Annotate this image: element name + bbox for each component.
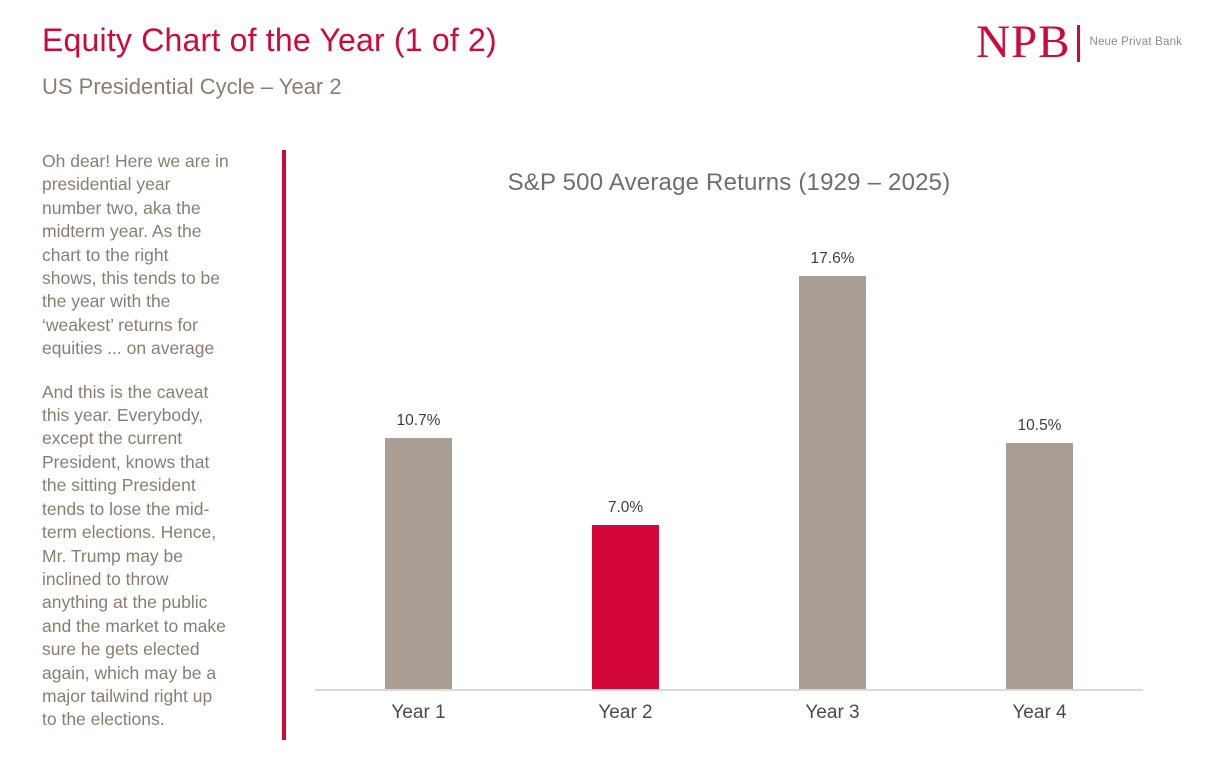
page-subtitle: US Presidential Cycle – Year 2: [42, 74, 342, 99]
logo-name: Neue Privat Bank: [1089, 36, 1183, 48]
bar-value-label-year1: 10.7%: [396, 412, 441, 429]
chart-title: S&P 500 Average Returns (1929 – 2025): [507, 169, 951, 196]
page-title: Equity Chart of the Year (1 of 2): [42, 22, 497, 58]
bar-group-year2: 7.0%: [592, 499, 659, 690]
bar-chart-plot: 10.7% 7.0% 17.6% 10.5%: [315, 248, 1143, 690]
bar-value-label-year3: 17.6%: [810, 250, 855, 267]
commentary-paragraph-1: Oh dear! Here we are in presidential yea…: [42, 151, 229, 359]
bar-value-label-year2: 7.0%: [607, 499, 644, 516]
x-axis-line: [315, 689, 1143, 691]
x-axis-label-year4: Year 4: [1012, 702, 1067, 723]
commentary-panel: Oh dear! Here we are in presidential yea…: [42, 150, 272, 752]
logo-abbr: NPB: [976, 16, 1071, 68]
bar-value-label-year4: 10.5%: [1017, 417, 1062, 434]
bar-year4: [1006, 443, 1073, 690]
bar-group-year4: 10.5%: [1006, 417, 1073, 690]
logo-divider-bar: [1077, 25, 1081, 62]
x-axis-label-year1: Year 1: [391, 702, 446, 723]
npb-logo: NPB Neue Privat Bank: [976, 16, 1183, 68]
bar-group-year1: 10.7%: [385, 412, 452, 690]
commentary-paragraph-2: And this is the caveat this year. Everyb…: [42, 381, 226, 730]
bar-year1: [385, 438, 452, 690]
x-axis-label-year2: Year 2: [598, 702, 653, 723]
bar-year3: [799, 276, 866, 690]
vertical-divider: [282, 150, 286, 740]
bar-group-year3: 17.6%: [799, 250, 866, 690]
bar-year2-highlighted: [592, 525, 659, 690]
x-axis-label-year3: Year 3: [805, 702, 860, 723]
